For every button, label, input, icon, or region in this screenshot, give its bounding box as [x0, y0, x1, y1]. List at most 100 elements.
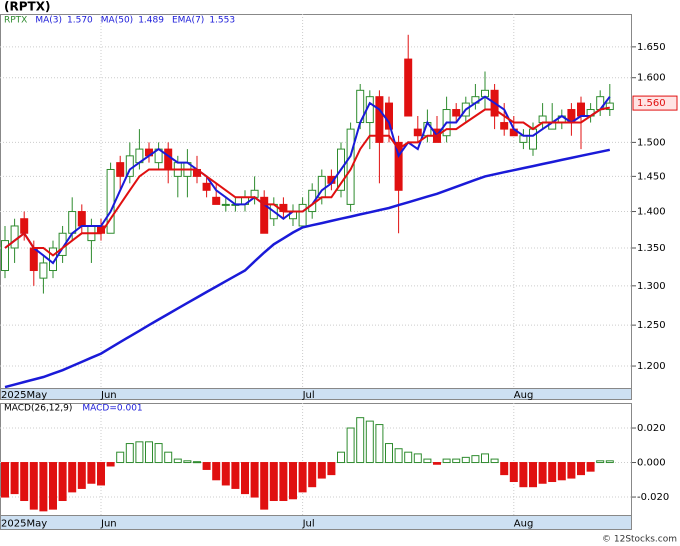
macd-bar [433, 462, 441, 465]
macd-bar [413, 453, 422, 464]
x-tick-label: 2025May [1, 519, 47, 530]
candle-body [577, 102, 585, 117]
macd-bar [116, 451, 125, 464]
macd-bar [135, 441, 144, 464]
candle-body [260, 196, 269, 234]
chart-title: (RPTX) [4, 0, 50, 14]
x-axis-band [0, 515, 632, 530]
candle-body [77, 211, 86, 227]
candle-body [20, 218, 29, 234]
plot-frame [0, 403, 632, 516]
legend-label: MA(50) [101, 16, 133, 26]
y-tick-label: 1.650 [637, 42, 666, 53]
candle-body [39, 262, 48, 279]
macd-bar [164, 451, 173, 464]
macd-bar [1, 462, 9, 498]
y-tick-label: -0.020 [637, 492, 669, 503]
macd-bar [29, 462, 38, 510]
macd-bar [68, 462, 77, 493]
macd-bar [596, 460, 605, 464]
macd-bar [87, 462, 96, 484]
legend-label: EMA(7) [172, 16, 204, 26]
macd-bar [154, 443, 163, 464]
macd-bar [202, 462, 211, 470]
macd-bar [519, 462, 528, 488]
candle-body [29, 247, 38, 272]
x-tick-label: Jul [302, 519, 315, 530]
macd-bar [548, 462, 557, 483]
macd-bar [557, 462, 566, 481]
macd-bar [567, 462, 576, 479]
candle-body [404, 58, 413, 117]
macd-bar [212, 462, 221, 481]
candle-body [394, 141, 403, 191]
macd-bar [49, 462, 57, 510]
candle-body [10, 225, 19, 249]
macd-bar [183, 460, 192, 464]
macd-bar [404, 451, 413, 464]
candle-body [452, 109, 461, 117]
macd-bar [20, 462, 29, 502]
macd-bar [125, 443, 134, 464]
macd-bar [269, 462, 278, 502]
macd-bar [365, 420, 374, 464]
candle-body [298, 203, 307, 227]
x-tick-label: 2025May [1, 390, 47, 401]
macd-bar [337, 451, 345, 464]
legend-ticker: RPTX [4, 16, 27, 26]
legend-value: 1.553 [209, 16, 235, 26]
candle-body [221, 203, 230, 206]
macd-bar [452, 458, 461, 464]
y-tick-label: 0.000 [637, 458, 666, 469]
macd-bar [442, 458, 451, 464]
macd-bar [385, 443, 393, 464]
y-tick-label: 1.400 [637, 207, 666, 218]
candle-body [529, 128, 537, 150]
macd-bar [221, 462, 230, 486]
macd-bar [346, 427, 355, 464]
last-price-box [632, 95, 678, 111]
macd-bar [481, 453, 489, 464]
x-axis-band [0, 388, 632, 400]
panel-annotation: MACD=0.001 [82, 404, 142, 414]
macd-bar [289, 462, 297, 500]
macd-bar [577, 462, 585, 476]
y-tick-label: 1.600 [637, 73, 666, 84]
macd-bar [231, 462, 240, 489]
macd-bar [394, 448, 403, 464]
macd-bar [375, 424, 384, 464]
candle-body [164, 148, 173, 170]
candle-body [500, 122, 509, 130]
x-tick-label: Jul [302, 390, 315, 401]
macd-bar [308, 462, 317, 488]
macd-bar [461, 456, 470, 464]
legend-label: MA(3) [35, 16, 62, 26]
macd-bar [356, 417, 365, 464]
x-tick-label: Aug [514, 390, 534, 401]
candle-body [346, 128, 355, 205]
last-price-label: 1.560 [637, 98, 666, 109]
macd-bar [500, 462, 509, 476]
candle-body [68, 211, 77, 234]
macd-bar [106, 462, 115, 467]
macd-bar [97, 462, 105, 486]
macd-bar [327, 462, 336, 476]
macd-bar [193, 461, 201, 464]
y-tick-label: 1.500 [637, 137, 666, 148]
y-tick-label: 1.450 [637, 171, 666, 182]
macd-bar [423, 458, 432, 464]
macd-bar [58, 462, 67, 502]
candle-body [1, 240, 9, 272]
y-tick-label: 1.350 [637, 243, 666, 254]
y-tick-label: 1.250 [637, 320, 666, 331]
legend-value: 1.570 [67, 16, 93, 26]
macd-bar [260, 462, 269, 510]
macd-bar [471, 455, 480, 464]
macd-bar [529, 462, 537, 488]
x-tick-label: Jun [100, 519, 117, 530]
candle-body [375, 96, 384, 143]
macd-bar [145, 441, 153, 464]
line-series [4, 148, 611, 389]
macd-bar [298, 462, 307, 493]
legend-value: 1.489 [138, 16, 164, 26]
